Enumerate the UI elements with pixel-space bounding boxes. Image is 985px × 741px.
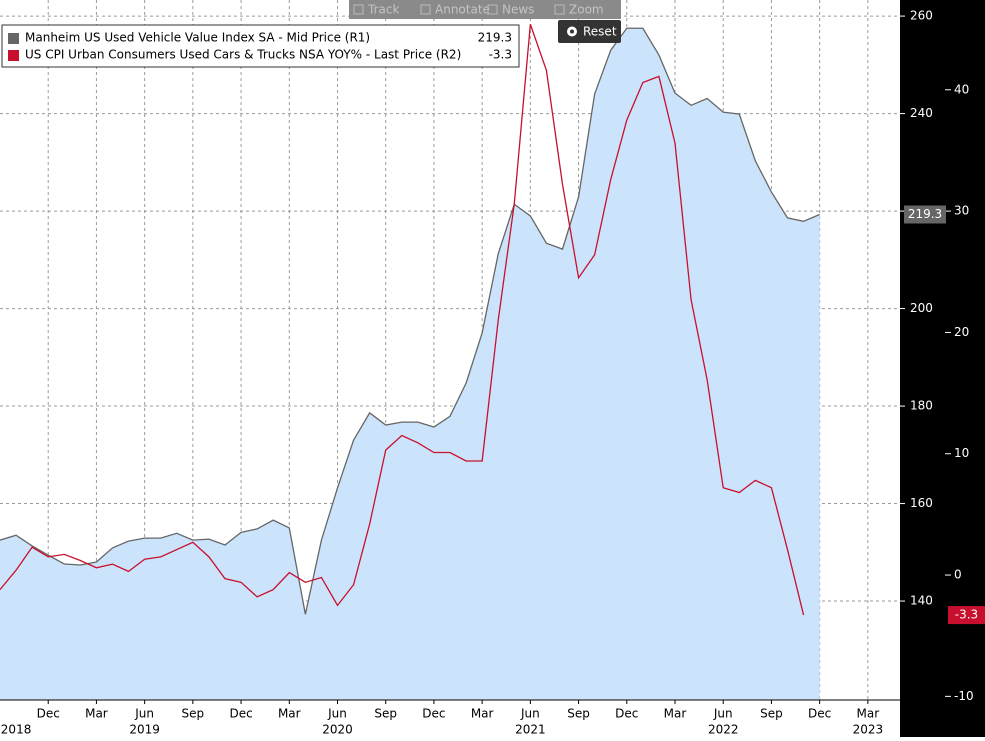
x-tick-label: Jun xyxy=(713,707,733,721)
axes: Dec Mar Jun Sep Dec Mar Jun Sep Dec Mar Jun Sep Dec M… xyxy=(0,9,974,737)
x-tick-label: Jun xyxy=(134,707,154,721)
y-tick-label: 160 xyxy=(910,496,933,510)
x-tick-label: Mar xyxy=(278,707,301,721)
x-tick-label: Dec xyxy=(615,707,638,721)
toolbar xyxy=(349,0,621,19)
x-tick-label: Sep xyxy=(567,707,590,721)
line xyxy=(0,24,805,616)
legend xyxy=(1,24,520,68)
x-year-label: 2023 xyxy=(853,723,884,737)
x-tick-label: Dec xyxy=(422,707,445,721)
x-year-label: 2019 xyxy=(129,723,160,737)
legend-label: Manheim US Used Vehicle Value Index SA -… xyxy=(25,31,370,45)
reset-button[interactable] xyxy=(558,20,621,43)
x-tick-label: Dec xyxy=(37,707,60,721)
x-year-label: 2018 xyxy=(1,723,32,737)
toolbar-button[interactable]: Annotate xyxy=(435,3,490,17)
y2-tick-label: 0 xyxy=(954,568,962,582)
x-year-label: 2020 xyxy=(322,723,353,737)
x-tick-label: Jun xyxy=(327,707,347,721)
legend-value: 219.3 xyxy=(478,31,512,45)
y2-tick-label: 20 xyxy=(954,325,969,339)
legend-value: -3.3 xyxy=(489,48,512,62)
toolbar-icon[interactable] xyxy=(554,4,565,15)
legend-swatch xyxy=(8,33,19,44)
toolbar-button[interactable]: Zoom xyxy=(569,3,604,17)
y2-tick-label: 40 xyxy=(954,82,969,96)
x-year-label: 2021 xyxy=(515,723,546,737)
x-tick-label: Mar xyxy=(471,707,494,721)
x-tick-label: Sep xyxy=(374,707,397,721)
y-tick-label: 180 xyxy=(910,399,933,413)
marks xyxy=(0,24,820,701)
legend-swatch xyxy=(8,50,19,61)
toolbar-button[interactable]: Track xyxy=(367,3,399,17)
y2-tick-label: -10 xyxy=(954,689,974,703)
x-tick-label: Mar xyxy=(85,707,108,721)
toolbar-icon[interactable] xyxy=(353,4,364,15)
y-tick-label: 260 xyxy=(910,9,933,23)
reset-label[interactable]: Reset xyxy=(583,25,617,39)
y2-tick-label: 10 xyxy=(954,446,969,460)
toolbar-icon[interactable] xyxy=(420,4,431,15)
overlay: 219.3 -3.3 Manheim US Used Vehicle Value I… xyxy=(1,0,985,625)
area xyxy=(0,28,820,701)
y-tick-label: 140 xyxy=(910,594,933,608)
x-year-label: 2022 xyxy=(708,723,739,737)
x-tick-label: Mar xyxy=(664,707,687,721)
reset-icon-dot xyxy=(570,29,574,34)
x-tick-label: Mar xyxy=(857,707,880,721)
x-tick-label: Dec xyxy=(229,707,252,721)
y2-tick-label: 30 xyxy=(954,204,969,218)
x-tick-label: Sep xyxy=(182,707,205,721)
x-tick-label: Jun xyxy=(520,707,540,721)
value-badge xyxy=(904,205,946,224)
value-badge xyxy=(948,606,985,625)
x-tick-label: Sep xyxy=(760,707,783,721)
value-badge-label: 219.3 xyxy=(908,207,942,221)
x-tick-label: Dec xyxy=(808,707,831,721)
line xyxy=(0,27,820,615)
toolbar-icon[interactable] xyxy=(487,4,498,15)
y-tick-label: 240 xyxy=(910,106,933,120)
y-tick-label: 200 xyxy=(910,301,933,315)
toolbar-button[interactable]: News xyxy=(502,3,534,17)
legend-label: US CPI Urban Consumers Used Cars & Truck… xyxy=(25,48,461,62)
value-badge-label: -3.3 xyxy=(955,608,978,622)
